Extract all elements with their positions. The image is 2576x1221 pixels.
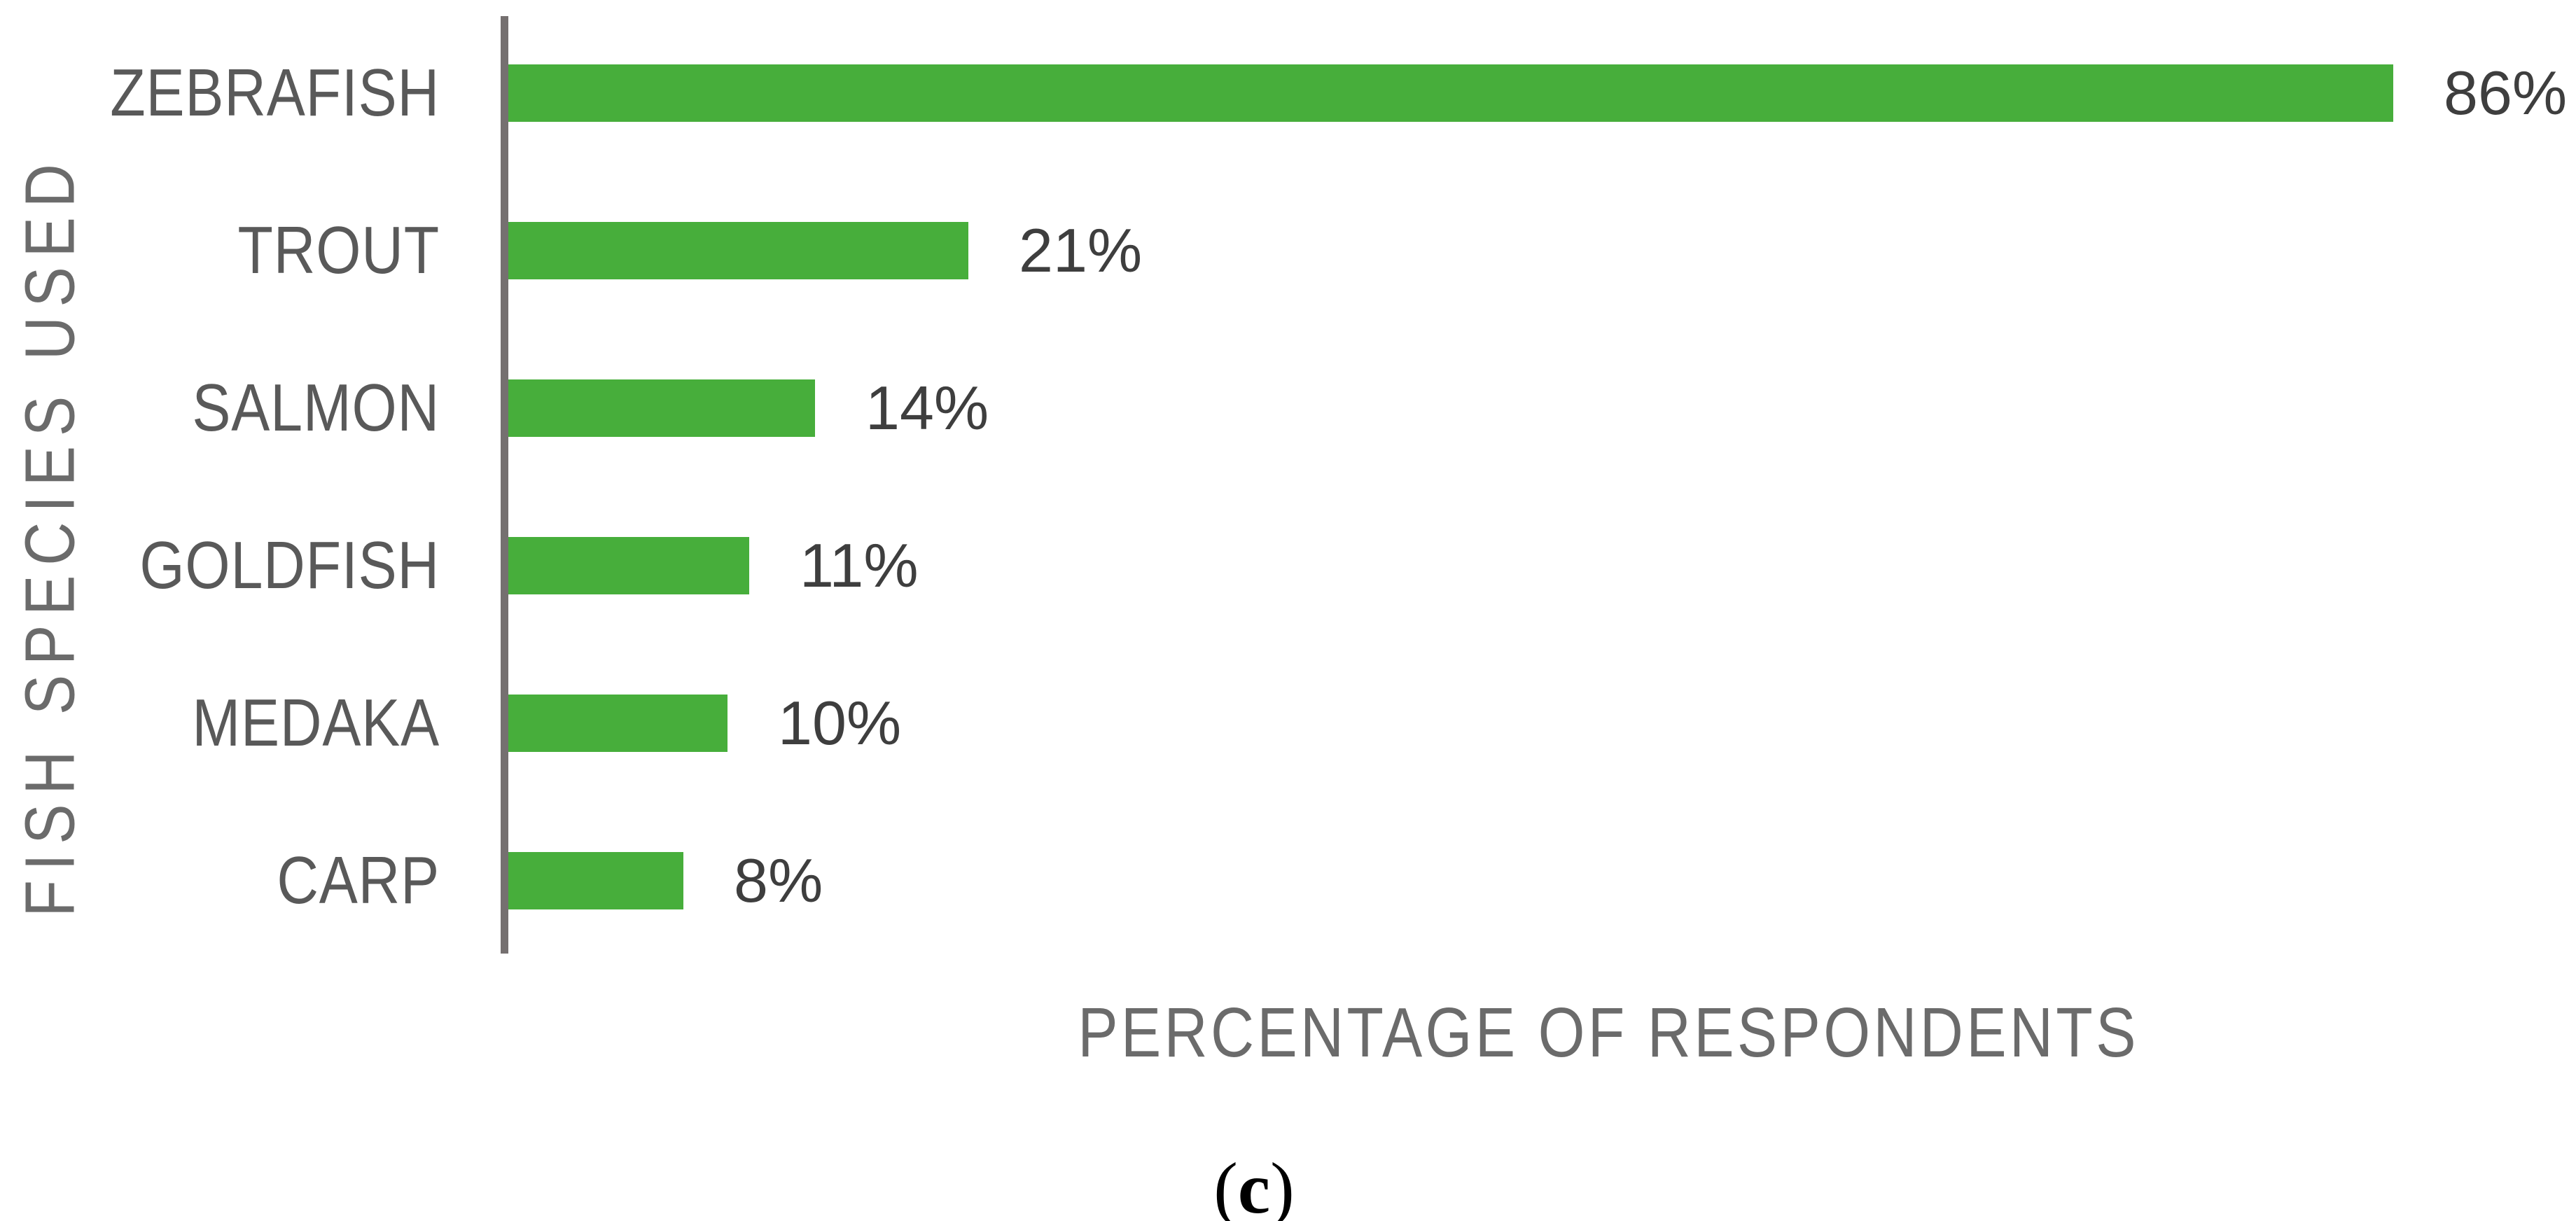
category-label: CARP xyxy=(277,843,440,918)
bar xyxy=(508,852,683,909)
value-label: 14% xyxy=(865,373,989,442)
caption-paren-close: ) xyxy=(1270,1148,1295,1221)
category-label: GOLDFISH xyxy=(139,528,440,603)
panel-caption: (c) xyxy=(1213,1147,1294,1221)
value-label: 21% xyxy=(1019,216,1143,285)
category-label: TROUT xyxy=(237,213,440,288)
bar xyxy=(508,64,2393,122)
caption-letter: c xyxy=(1237,1148,1271,1221)
bar xyxy=(508,695,727,752)
bar xyxy=(508,379,815,437)
y-axis-line xyxy=(501,16,508,954)
caption-paren-open: ( xyxy=(1213,1148,1238,1221)
value-label: 86% xyxy=(2444,58,2568,127)
value-label: 10% xyxy=(778,688,902,758)
bar xyxy=(508,222,968,279)
bar xyxy=(508,537,749,594)
category-label: ZEBRAFISH xyxy=(110,55,440,130)
category-label: MEDAKA xyxy=(192,685,440,760)
value-label: 11% xyxy=(800,531,919,600)
category-label: SALMON xyxy=(192,370,440,445)
value-label: 8% xyxy=(734,846,823,915)
x-axis-title: PERCENTAGE OF RESPONDENTS xyxy=(1078,993,2139,1072)
